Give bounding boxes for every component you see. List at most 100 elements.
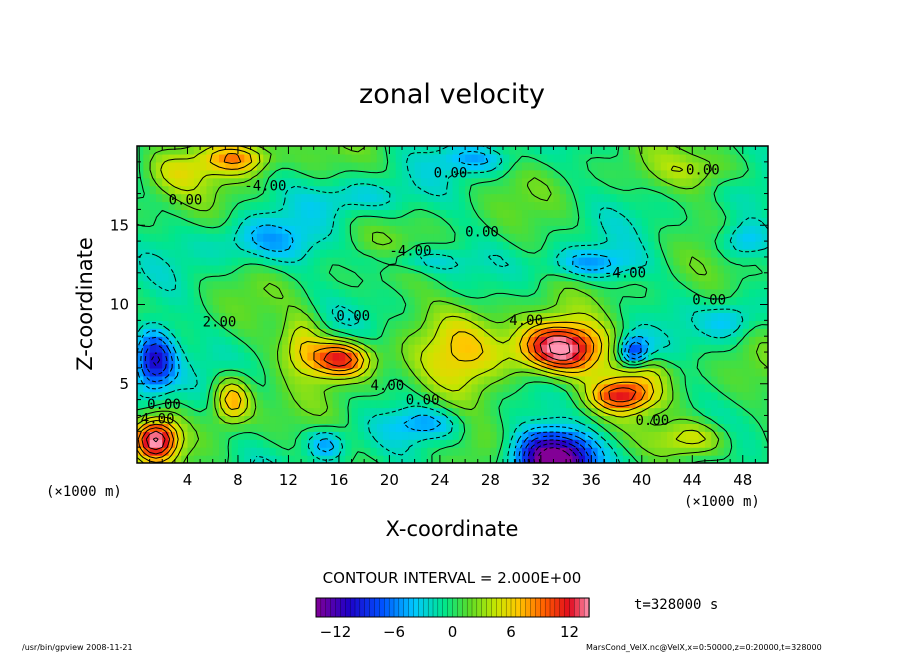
heatmap-cell (162, 336, 170, 345)
heatmap-cell (755, 256, 763, 266)
heatmap-cell (742, 249, 750, 258)
heatmap-cell (730, 415, 738, 424)
heatmap-cell (420, 185, 428, 195)
heatmap-cell (319, 383, 327, 393)
heatmap-cell (282, 146, 290, 155)
heatmap-cell (244, 359, 252, 369)
heatmap-cell (711, 264, 719, 274)
heatmap-cell (269, 256, 277, 266)
heatmap-cell (427, 304, 435, 314)
heatmap-cell (566, 320, 573, 329)
heatmap-cell (667, 185, 674, 195)
heatmap-cell (566, 359, 573, 369)
heatmap-cell (667, 328, 674, 337)
heatmap-cell (370, 407, 378, 417)
heatmap-cell (603, 407, 611, 417)
x-units-label: (×1000 m) (684, 494, 760, 510)
heatmap-cell (685, 344, 693, 353)
heatmap-cell (155, 455, 163, 463)
heatmap-cell (439, 383, 447, 393)
heatmap-cell (376, 185, 384, 195)
heatmap-cell (446, 296, 454, 306)
heatmap-cell (515, 352, 523, 361)
heatmap-cell (338, 256, 346, 266)
heatmap-cell (490, 447, 498, 456)
heatmap-cell (263, 375, 271, 385)
heatmap-cell (200, 407, 208, 417)
heatmap-cell (509, 447, 517, 456)
heatmap-cell (521, 264, 529, 274)
heatmap-cell (370, 193, 378, 203)
heatmap-cell (635, 399, 643, 409)
heatmap-cell (648, 233, 656, 242)
heatmap-cell (502, 336, 510, 345)
heatmap-cell (225, 431, 233, 440)
heatmap-cell (181, 439, 189, 448)
heatmap-cell (698, 161, 706, 171)
heatmap-cell (193, 455, 201, 463)
heatmap-cell (427, 146, 435, 155)
heatmap-cell (509, 439, 517, 448)
heatmap-cell (395, 375, 403, 385)
heatmap-cell (471, 249, 479, 258)
heatmap-cell (212, 288, 220, 298)
heatmap-cell (376, 447, 384, 456)
heatmap-cell (181, 352, 189, 361)
heatmap-cell (408, 256, 416, 266)
heatmap-cell (673, 455, 681, 463)
heatmap-cell (704, 193, 712, 203)
heatmap-cell (244, 391, 252, 401)
heatmap-cell (667, 407, 674, 417)
heatmap-cell (376, 383, 384, 393)
heatmap-cell (654, 296, 662, 306)
heatmap-cell (231, 256, 239, 266)
heatmap-cell (660, 161, 668, 171)
heatmap-cell (515, 415, 523, 424)
heatmap-cell (420, 320, 428, 329)
heatmap-cell (559, 383, 567, 393)
heatmap-cell (313, 407, 321, 417)
heatmap-cell (559, 391, 567, 401)
heatmap-cell (439, 225, 447, 234)
heatmap-cell (559, 153, 567, 163)
heatmap-cell (414, 217, 422, 226)
heatmap-cell (509, 272, 517, 282)
heatmap-cell (294, 249, 302, 258)
heatmap-cell (566, 161, 573, 171)
heatmap-cell (629, 256, 637, 266)
heatmap-cell (402, 241, 409, 250)
heatmap-cell (572, 415, 580, 424)
contour-label: 0.00 (147, 397, 181, 413)
heatmap-cell (155, 399, 163, 409)
heatmap-cell (446, 153, 454, 163)
heatmap-cell (162, 201, 170, 211)
heatmap-cell (376, 375, 384, 385)
heatmap-cell (641, 296, 649, 306)
heatmap-cell (692, 217, 700, 226)
heatmap-cell (376, 249, 384, 258)
heatmap-cell (319, 153, 327, 163)
contour-label: 4.00 (509, 313, 543, 329)
heatmap-cell (452, 455, 460, 463)
heatmap-cell (137, 399, 144, 409)
heatmap-cell (496, 280, 504, 290)
heatmap-cell (723, 169, 731, 179)
heatmap-cell (547, 177, 555, 187)
heatmap-cell (206, 193, 214, 203)
heatmap-cell (219, 272, 226, 282)
heatmap-cell (187, 352, 195, 361)
heatmap-cell (137, 304, 144, 314)
heatmap-cell (364, 161, 372, 171)
heatmap-cell (149, 296, 157, 306)
heatmap-cell (294, 344, 302, 353)
heatmap-cell (559, 375, 567, 385)
heatmap-cell (301, 201, 308, 211)
heatmap-cell (484, 439, 491, 448)
heatmap-cell (137, 407, 144, 417)
heatmap-cell (521, 185, 529, 195)
heatmap-cell (572, 336, 580, 345)
heatmap-cell (622, 288, 630, 298)
heatmap-cell (395, 185, 403, 195)
heatmap-cell (395, 217, 403, 226)
heatmap-cell (603, 177, 611, 187)
